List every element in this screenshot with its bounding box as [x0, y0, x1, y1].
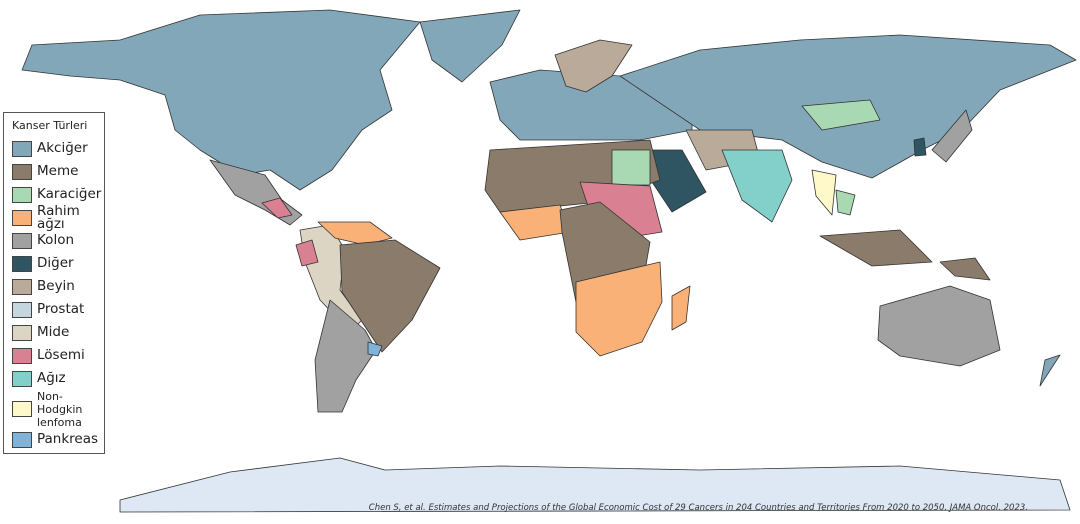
legend-swatch — [12, 232, 32, 249]
region — [314, 299, 377, 413]
antarctica — [119, 457, 1071, 513]
legend-item: Kolon — [12, 229, 104, 252]
legend-swatch — [12, 255, 32, 272]
legend-swatch — [12, 301, 32, 318]
region — [554, 39, 633, 93]
legend-label: Meme — [37, 163, 79, 179]
legend-item: Ağız — [12, 367, 104, 390]
region — [671, 285, 691, 331]
region — [575, 261, 663, 357]
citation: Chen S, et al. Estimates and Projections… — [368, 503, 1028, 513]
region — [913, 137, 927, 157]
legend-items: Akciğer Meme Karaciğer Rahim ağzı Kolon Diğer… — [12, 137, 104, 451]
legend-swatch — [12, 370, 32, 387]
legend-label: Mide — [37, 324, 70, 340]
legend-item: Mide — [12, 321, 104, 344]
legend-title: Kanser Türleri — [12, 119, 88, 132]
legend-item: Lösemi — [12, 344, 104, 367]
region — [835, 189, 856, 216]
region — [339, 239, 441, 353]
legend-swatch — [12, 163, 32, 180]
region — [819, 229, 933, 267]
legend-item: Prostat — [12, 298, 104, 321]
legend-label: Diğer — [37, 255, 74, 271]
legend-swatch — [12, 140, 32, 157]
legend-label: Ağız — [37, 370, 66, 386]
legend-swatch — [12, 278, 32, 295]
legend-item: Beyin — [12, 275, 104, 298]
legend-label: Pankreas — [37, 431, 99, 447]
legend-item: Karaciğer — [12, 183, 104, 206]
region — [367, 341, 383, 357]
region — [419, 9, 521, 83]
legend-item: Diğer — [12, 252, 104, 275]
region — [811, 169, 837, 216]
legend-label: Beyin — [37, 278, 75, 294]
legend-item: Rahim ağzı — [12, 202, 104, 232]
region — [261, 197, 293, 219]
legend: Kanser Türleri Akciğer Meme Karaciğer Rahim… — [3, 112, 105, 454]
legend-label: Akciğer — [37, 140, 88, 156]
legend-item: Meme — [12, 160, 104, 183]
region — [877, 285, 1001, 367]
region — [1039, 354, 1061, 387]
legend-label: Kolon — [37, 232, 75, 248]
legend-swatch — [12, 186, 32, 203]
region — [611, 149, 651, 186]
region — [939, 257, 991, 281]
region — [801, 99, 881, 131]
legend-swatch — [12, 347, 32, 364]
legend-item: Akciğer — [12, 137, 104, 160]
legend-label: Prostat — [37, 301, 85, 317]
legend-label: Rahim ağzı — [37, 202, 80, 232]
legend-swatch — [12, 209, 32, 226]
legend-item: Pankreas — [12, 428, 104, 451]
region — [931, 109, 973, 163]
legend-swatch — [12, 401, 32, 417]
legend-item: Non-Hodgkin lenfoma — [12, 389, 104, 429]
legend-label: Karaciğer — [37, 186, 102, 202]
region — [721, 149, 793, 223]
legend-swatch — [12, 431, 32, 448]
legend-label: Non-Hodgkin lenfoma — [37, 389, 83, 429]
region — [295, 239, 319, 267]
legend-label: Lösemi — [37, 347, 85, 363]
legend-swatch — [12, 324, 32, 341]
